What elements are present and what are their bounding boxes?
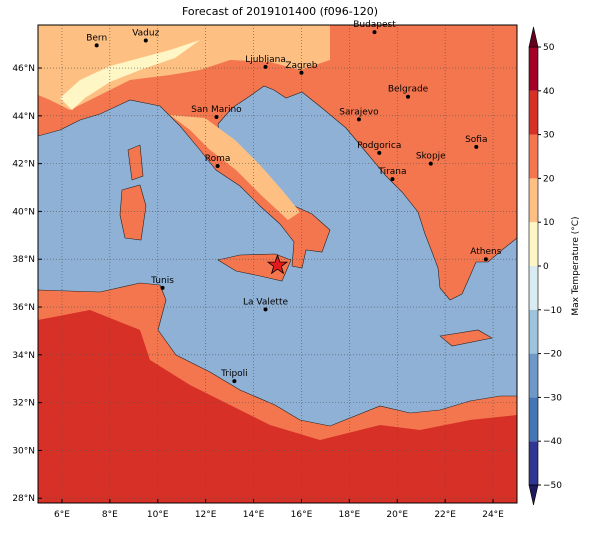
city-dot <box>94 43 99 48</box>
city-dot <box>143 38 148 43</box>
city-label: Sofia <box>465 135 487 145</box>
city-label: Bern <box>86 33 107 43</box>
x-tick-label: 14°E <box>243 510 265 520</box>
y-tick-label: 34°N <box>12 351 35 361</box>
city-label: Ljubljana <box>245 55 286 65</box>
city-dot <box>263 64 268 69</box>
colorbar-band <box>529 441 538 485</box>
map-frame <box>37 24 518 504</box>
colorbar-band <box>529 309 538 354</box>
colorbar-tick-label: −30 <box>543 393 562 403</box>
map-area <box>38 25 517 503</box>
city-label: Skopje <box>416 152 446 162</box>
colorbar-tick-label: 20 <box>543 174 555 184</box>
y-tick-label: 42°N <box>12 160 35 170</box>
colorbar-band <box>529 353 538 398</box>
colorbar-band <box>529 397 538 442</box>
colorbar-band <box>529 47 538 91</box>
land-sicily <box>217 253 292 282</box>
city-label: Sarajevo <box>339 107 379 117</box>
city-dot <box>406 94 411 99</box>
city-dot <box>483 257 488 262</box>
city-dot <box>232 379 237 384</box>
colorbar-tick-label: −50 <box>543 481 562 491</box>
graticule <box>38 25 517 503</box>
city-label: Roma <box>205 154 231 164</box>
colorbar-band <box>529 266 538 310</box>
x-tick-label: 8°E <box>102 510 118 520</box>
land-alps <box>38 25 330 110</box>
colorbar-band <box>529 222 538 266</box>
colorbar-under <box>528 484 539 506</box>
colorbar-tick-label: −40 <box>543 437 562 447</box>
city-label: La Valette <box>243 297 288 307</box>
colorbar-tick-label: 0 <box>543 262 549 272</box>
city-label: Budapest <box>353 20 396 30</box>
city-label: Vaduz <box>132 29 159 39</box>
colorbar: −50 −40 −30 −20 −10 0 10 20 30 40 50 <box>528 26 562 506</box>
x-tick-label: 22°E <box>434 510 456 520</box>
city-dot <box>474 144 479 149</box>
colorbar-band <box>529 90 538 135</box>
city-label: Zagreb <box>285 61 317 71</box>
city-dot <box>299 70 304 75</box>
x-tick-label: 24°E <box>482 510 504 520</box>
y-tick-label: 36°N <box>12 303 35 313</box>
city-dot <box>215 164 220 169</box>
colorbar-tick-label: 50 <box>543 43 555 53</box>
land-alps-cold <box>60 40 200 110</box>
city-dot <box>160 285 165 290</box>
city-label: Tripoli <box>220 369 248 379</box>
y-tick-label: 40°N <box>12 207 35 217</box>
city-label: Belgrade <box>388 85 429 95</box>
city-label: Tirana <box>377 167 406 177</box>
city-dot <box>214 115 219 120</box>
x-tick-label: 20°E <box>386 510 408 520</box>
x-tick-label: 16°E <box>291 510 313 520</box>
city-label: Tunis <box>150 276 174 286</box>
map-title: Forecast of 2019101400 (f096-120) <box>182 5 378 18</box>
colorbar-label: Max Temperature (°C) <box>571 216 581 315</box>
city-dot <box>372 30 377 35</box>
colorbar-tick-label: 40 <box>543 87 555 97</box>
city-dot <box>263 307 268 312</box>
y-tick-label: 30°N <box>12 446 35 456</box>
x-tick-label: 10°E <box>147 510 169 520</box>
land-sardinia <box>119 184 147 241</box>
colorbar-tick-label: −10 <box>543 306 562 316</box>
city-dot <box>428 161 433 166</box>
city-label: Podgorica <box>357 141 401 151</box>
city-dot <box>377 150 382 155</box>
y-tick-label: 32°N <box>12 399 35 409</box>
x-tick-label: 12°E <box>195 510 217 520</box>
colorbar-over <box>528 26 539 48</box>
colorbar-band <box>529 178 538 223</box>
city-dot <box>390 177 395 182</box>
city-label: San Marino <box>191 105 242 115</box>
land-corsica <box>127 144 144 181</box>
y-tick-label: 44°N <box>12 112 35 122</box>
colorbar-tick-label: 30 <box>543 131 555 141</box>
y-tick-label: 28°N <box>12 494 35 504</box>
colorbar-tick-label: −20 <box>543 350 562 360</box>
star-marker <box>266 253 289 275</box>
colorbar-tick-label: 10 <box>543 218 555 228</box>
y-tick-label: 38°N <box>12 255 35 265</box>
city-dot <box>356 117 361 122</box>
x-tick-label: 18°E <box>339 510 361 520</box>
colorbar-band <box>529 134 538 179</box>
y-tick-label: 46°N <box>12 64 35 74</box>
land-italy-cool <box>170 115 300 220</box>
x-tick-label: 6°E <box>54 510 70 520</box>
city-label: Athens <box>470 247 501 257</box>
land-crete <box>439 329 493 347</box>
